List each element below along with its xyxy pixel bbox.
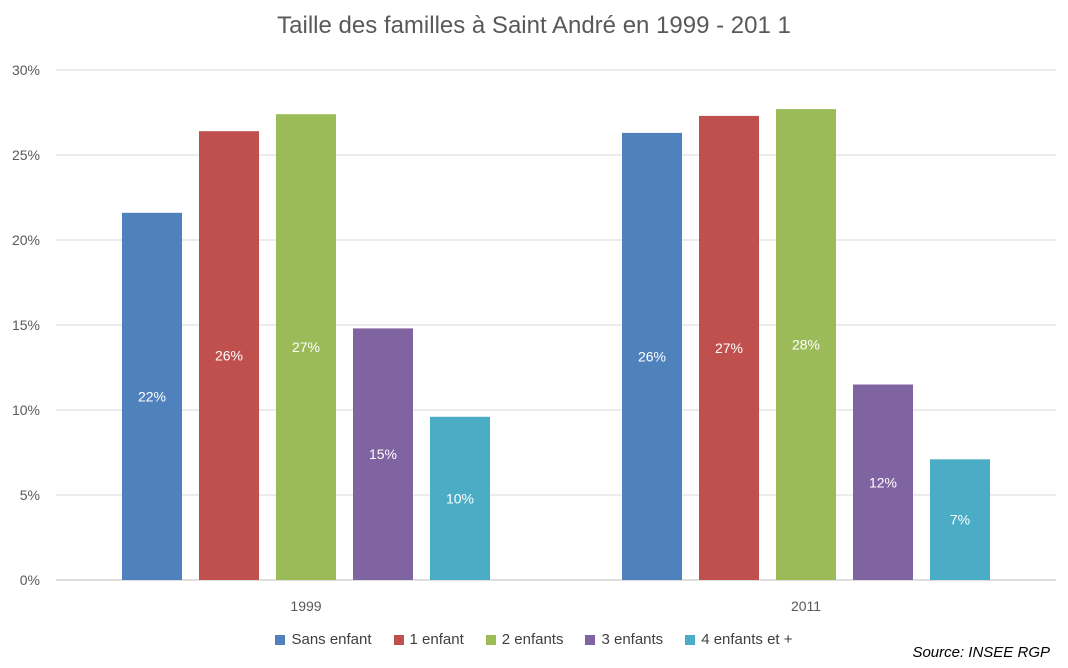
data-label: 28% xyxy=(792,337,820,353)
legend-label: 2 enfants xyxy=(501,631,564,648)
data-labels: 22% 26% 27% 15% 10% 26% 27% 28% 12% 7% xyxy=(138,337,970,528)
bar xyxy=(430,416,490,580)
data-label: 10% xyxy=(446,490,474,506)
y-tick-label: 15% xyxy=(12,317,40,333)
data-label: 12% xyxy=(869,474,897,490)
legend-label: Sans enfant xyxy=(291,631,372,648)
x-category-label: 1999 xyxy=(290,598,321,614)
legend-item: 3 enfants xyxy=(585,631,663,648)
legend-item: 2 enfants xyxy=(485,631,564,648)
legend-label: 3 enfants xyxy=(601,631,664,648)
legend-swatch xyxy=(685,634,696,645)
data-label: 26% xyxy=(215,348,243,364)
y-tick-label: 5% xyxy=(20,487,40,503)
legend-label: 4 enfants et + xyxy=(701,631,793,648)
y-tick-label: 30% xyxy=(12,62,40,78)
bar xyxy=(853,384,913,580)
bar xyxy=(622,132,682,580)
y-tick-label: 25% xyxy=(12,147,40,163)
y-tick-label: 0% xyxy=(20,572,40,588)
legend-item: Sans enfant xyxy=(275,631,372,648)
legend-swatch xyxy=(393,634,404,645)
bar xyxy=(776,109,836,580)
data-label: 22% xyxy=(138,388,166,404)
data-label: 27% xyxy=(292,339,320,355)
bars xyxy=(122,109,990,581)
legend-swatch xyxy=(485,634,496,645)
legend: Sans enfant 1 enfant 2 enfants 3 enfants 4 e… xyxy=(0,631,1068,648)
y-tick-label: 10% xyxy=(12,402,40,418)
legend-item: 4 enfants et + xyxy=(685,631,793,648)
bar xyxy=(353,328,413,580)
axis-labels: 0% 5% 10% 15% 20% 25% 30% 1999 2011 xyxy=(12,62,821,614)
legend-label: 1 enfant xyxy=(409,631,464,648)
y-tick-label: 20% xyxy=(12,232,40,248)
legend-item: 1 enfant xyxy=(393,631,464,648)
x-category-label: 2011 xyxy=(791,598,821,614)
chart-title: Taille des familles à Saint André en 199… xyxy=(277,12,791,39)
data-label: 15% xyxy=(369,446,397,462)
data-label: 27% xyxy=(715,340,743,356)
source-note: Source: INSEE RGP xyxy=(912,644,1050,661)
bar xyxy=(122,212,182,581)
legend-swatch xyxy=(585,634,596,645)
data-label: 26% xyxy=(638,348,666,364)
data-label: 7% xyxy=(950,512,970,528)
bar xyxy=(930,459,990,580)
bar xyxy=(199,131,259,580)
legend-swatch xyxy=(275,634,286,645)
bar xyxy=(276,114,336,580)
bar xyxy=(699,115,759,581)
